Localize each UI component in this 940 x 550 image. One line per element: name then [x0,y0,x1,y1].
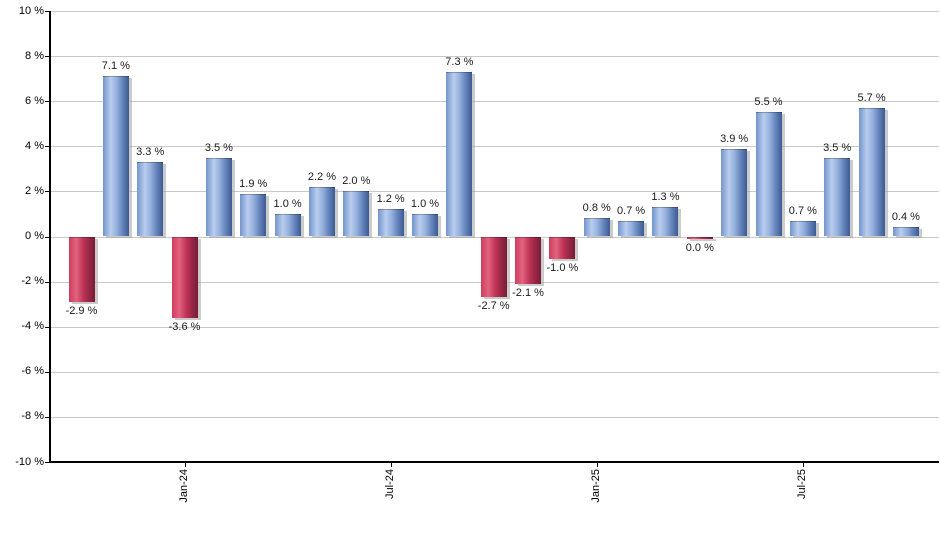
bar-value-label: -2.9 % [65,304,98,317]
bar-value-label: 1.9 % [239,177,268,190]
bar [618,220,645,237]
bar-value-label: -2.1 % [512,286,544,299]
y-axis-tick [45,281,49,283]
bar-value-label: 0.0 % [685,241,714,254]
y-axis-tick-label: -4 % [21,320,44,333]
bar-value-label: 1.0 % [410,197,440,210]
bar-value-label: 0.8 % [582,202,611,215]
bar [68,236,95,302]
x-axis-tick [596,461,598,467]
bar-value-label: 5.5 % [754,96,783,109]
x-axis-tick-label: Jan-25 [589,469,602,503]
gridline [49,101,939,103]
bar-value-label: 2.0 % [342,175,371,188]
bar [583,218,610,237]
y-axis-tick-label: 8 % [25,49,44,62]
bar-value-label: 7.3 % [445,55,474,68]
y-axis-tick [45,416,49,418]
y-axis-tick [45,462,49,463]
bar-value-label: -1.0 % [546,262,579,275]
gridline [49,371,939,373]
bar [308,186,335,237]
y-axis-tick [45,326,49,328]
x-axis-tick [802,461,804,467]
bar [412,213,438,237]
y-axis-tick [45,56,49,58]
bar [102,76,129,237]
bar-value-label: 1.2 % [376,193,405,206]
y-axis-tick-label: 6 % [25,94,44,107]
bar [240,193,267,237]
gridline [49,326,939,328]
y-axis-line [49,11,51,463]
y-axis-tick [45,371,49,373]
plot-area: -2.9 % 7.1 % 3.3 % -3.6 % 3.5 % 1.9 % 1.0 % 2.2… [45,11,939,467]
bar-value-label: 5.7 % [857,91,886,104]
bar-value-label: 3.5 % [823,141,852,154]
y-axis-tick-label: -2 % [21,275,44,288]
y-axis-tick-label: 2 % [25,184,44,197]
bar-value-label: -2.7 % [477,300,510,313]
x-axis-tick [184,461,186,467]
y-axis-tick [45,11,49,12]
bar-value-label: 3.5 % [204,141,233,154]
gridline [49,11,939,12]
bar-value-label: 0.4 % [891,211,920,224]
y-axis-tick-label: -10 % [15,455,44,468]
y-axis-tick-label: 10 % [18,4,44,17]
bar-value-label: 0.7 % [617,204,646,217]
bar [858,107,885,237]
bar [892,227,919,237]
x-axis-tick-label: Jan-24 [177,469,190,503]
bar-value-label: 0.7 % [788,204,817,217]
gridline [49,56,939,58]
bar [274,213,301,237]
bar [446,71,473,237]
bar [343,191,370,237]
bar-value-label: 2.2 % [307,170,336,183]
x-axis-tick-label: Jul-25 [795,469,808,499]
bar-value-label: -3.6 % [168,320,201,333]
bar [171,236,198,318]
bar [686,236,713,239]
bar [377,209,404,237]
bar [721,148,748,237]
bar-value-label: 7.1 % [101,60,130,73]
bar [789,220,816,237]
bar-value-label: 3.9 % [720,132,749,145]
y-axis-tick [45,146,49,148]
bar [137,162,164,237]
bar [755,112,782,237]
y-axis-tick-label: -8 % [21,410,44,423]
x-axis-line [49,461,939,463]
y-axis-tick-label: -6 % [21,365,44,378]
bar [480,236,507,298]
bar [549,236,576,260]
y-axis-tick [45,191,49,193]
y-axis-tick [45,101,49,103]
x-axis-tick [390,461,392,467]
y-axis-tick-label: 0 % [25,230,44,242]
bar [824,157,851,237]
x-axis-tick-label: Jul-24 [383,469,396,499]
y-axis-tick-label: 4 % [25,139,44,152]
gridline [49,416,939,418]
gridline [49,191,939,193]
gridline [49,146,939,148]
bar-value-label: 3.3 % [136,146,165,159]
bar [205,157,232,237]
bar-value-label: 1.0 % [273,197,302,210]
bar-value-label: 1.3 % [651,191,680,204]
y-axis-tick [45,236,49,238]
bar [515,236,542,284]
bar [652,207,679,237]
